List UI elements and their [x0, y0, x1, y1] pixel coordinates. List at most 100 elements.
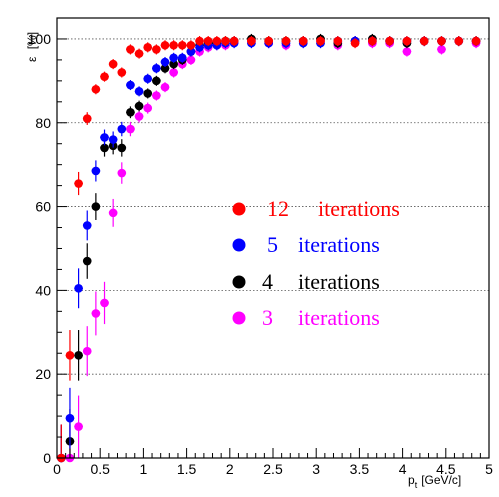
y-tick-label-5: 100: [28, 31, 52, 47]
data-point: [108, 135, 118, 144]
x-axis-subscript: t: [415, 480, 418, 490]
data-point: [368, 36, 377, 46]
data-point: [74, 283, 83, 293]
x-tick-label-4: 2: [226, 461, 234, 477]
data-point: [203, 36, 213, 46]
data-point: [143, 74, 153, 84]
data-point: [100, 72, 109, 81]
data-point: [186, 47, 196, 56]
data-point: [108, 59, 118, 69]
x-tick-label-3: 1.5: [177, 461, 197, 477]
data-point: [126, 124, 135, 134]
y-axis-label: ε [%]: [25, 32, 39, 62]
data-point: [264, 36, 273, 46]
data-point: [385, 36, 394, 46]
x-tick-label-2: 1: [140, 461, 148, 477]
x-tick-label-9: 4.5: [436, 461, 456, 477]
data-point: [82, 221, 92, 230]
data-point: [143, 103, 153, 113]
data-point: [160, 40, 170, 50]
data-point: [65, 351, 75, 360]
data-point: [177, 40, 187, 50]
legend-label: iterations: [298, 305, 380, 330]
data-point: [134, 87, 144, 96]
data-point: [333, 36, 343, 46]
data-point: [126, 107, 135, 117]
data-point: [134, 101, 144, 111]
data-point: [350, 38, 360, 48]
data-point: [117, 68, 127, 77]
data-point: [169, 40, 178, 50]
data-point: [117, 143, 127, 153]
y-axis-unit: [%]: [25, 32, 39, 49]
data-point: [143, 89, 153, 98]
data-points: [57, 33, 481, 463]
data-point: [402, 36, 412, 46]
data-point: [117, 124, 127, 134]
data-point: [229, 36, 239, 46]
data-point: [74, 179, 83, 188]
legend-marker: [232, 275, 246, 289]
legend-entry-4: 4 iterations: [232, 269, 380, 294]
data-point: [143, 43, 153, 52]
x-axis-label: pt [GeV/c]: [408, 473, 461, 490]
legend: 12 iterations 5 iterations 4 iterations 3 itera…: [232, 196, 400, 330]
data-point: [247, 36, 256, 46]
legend-number: 5: [267, 232, 278, 257]
x-axis-unit: [GeV/c]: [421, 473, 461, 487]
data-point: [108, 208, 118, 218]
x-tick-label-8: 4: [399, 461, 407, 477]
data-point: [134, 112, 144, 121]
data-point: [152, 91, 161, 100]
data-point: [221, 36, 230, 46]
data-point: [281, 36, 291, 46]
data-point: [186, 55, 196, 65]
data-point: [91, 166, 101, 176]
data-point: [419, 36, 429, 46]
series-12-iterations: [57, 36, 481, 463]
x-axis-symbol: p: [408, 473, 415, 487]
data-point: [74, 351, 83, 360]
legend-marker: [232, 202, 246, 216]
data-point: [160, 57, 170, 67]
data-point: [402, 47, 412, 56]
data-point: [74, 422, 83, 431]
data-point: [316, 36, 325, 46]
data-point: [100, 298, 109, 308]
x-tick-label-5: 2.5: [263, 461, 283, 477]
data-point: [160, 63, 170, 73]
data-point: [169, 59, 178, 69]
data-point: [437, 45, 446, 54]
x-tick-label-0: 0: [53, 461, 61, 477]
data-point: [152, 63, 161, 73]
legend-marker: [232, 238, 246, 252]
legend-number: 3: [262, 305, 273, 330]
data-point: [152, 45, 161, 54]
data-point: [91, 202, 101, 211]
data-point: [212, 36, 222, 46]
x-tick-label-7: 3.5: [350, 461, 370, 477]
data-point: [82, 346, 92, 356]
legend-label: iterations: [318, 196, 400, 221]
data-point: [195, 36, 204, 46]
data-point: [82, 114, 92, 123]
data-point: [169, 68, 178, 77]
legend-marker: [232, 311, 246, 325]
x-tick-label-1: 0.5: [90, 461, 110, 477]
data-point: [152, 76, 161, 86]
tick-labels: 0 20 40 60 80 100 0 0.5 1 1.5 2 2.5 3 3.5 4 4.5 5: [28, 31, 493, 477]
data-point: [471, 36, 481, 46]
y-tick-label-3: 60: [35, 199, 51, 215]
axis-ticks: [56, 17, 490, 459]
legend-entry-5: 5 iterations: [232, 232, 380, 257]
data-point: [169, 53, 178, 63]
legend-label: iterations: [298, 269, 380, 294]
y-tick-label-1: 20: [35, 366, 51, 382]
data-point: [186, 40, 196, 50]
data-point: [65, 413, 75, 423]
x-tick-label-10: 5: [485, 461, 493, 477]
data-point: [126, 45, 135, 54]
y-tick-label-4: 80: [35, 115, 51, 131]
data-point: [100, 133, 109, 142]
